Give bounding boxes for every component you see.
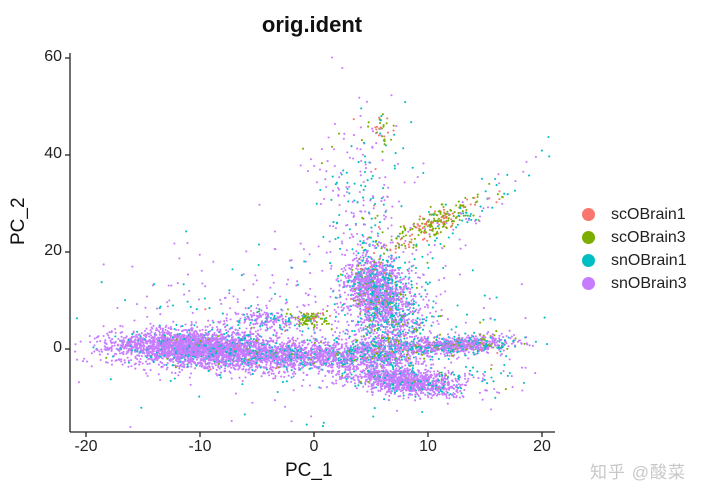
legend-item: scOBrain1 [578,203,687,226]
chart-title: orig.ident [261,12,363,37]
y-tick-label: 60 [44,48,62,65]
watermark: 知乎 @酸菜 [590,463,686,482]
legend-dot-icon [582,231,595,244]
legend: scOBrain1 scOBrain3 snOBrain1 snOBrain3 [578,203,687,295]
y-axis-label: PC_2 [8,197,29,245]
legend-item: snOBrain3 [578,272,687,295]
legend-dot-icon [582,208,595,221]
axes [65,53,555,437]
legend-label: scOBrain3 [611,228,686,246]
x-tick-label: 10 [419,438,437,455]
y-tick-label: 40 [44,145,62,162]
x-tick-label: -20 [74,438,98,455]
legend-label: snOBrain1 [611,251,687,269]
legend-item: scOBrain3 [578,226,687,249]
x-tick-label: -10 [188,438,212,455]
x-tick-label: 0 [309,438,319,455]
legend-dot-icon [582,254,595,267]
y-tick-label: 0 [53,339,62,356]
legend-dot-icon [582,277,595,290]
legend-item: snOBrain1 [578,249,687,272]
x-tick-label: 20 [533,438,551,455]
y-tick-label: 20 [44,242,62,259]
legend-label: scOBrain1 [611,205,686,223]
x-axis-label: PC_1 [285,460,333,481]
legend-label: snOBrain3 [611,274,687,292]
data-points [74,56,551,429]
